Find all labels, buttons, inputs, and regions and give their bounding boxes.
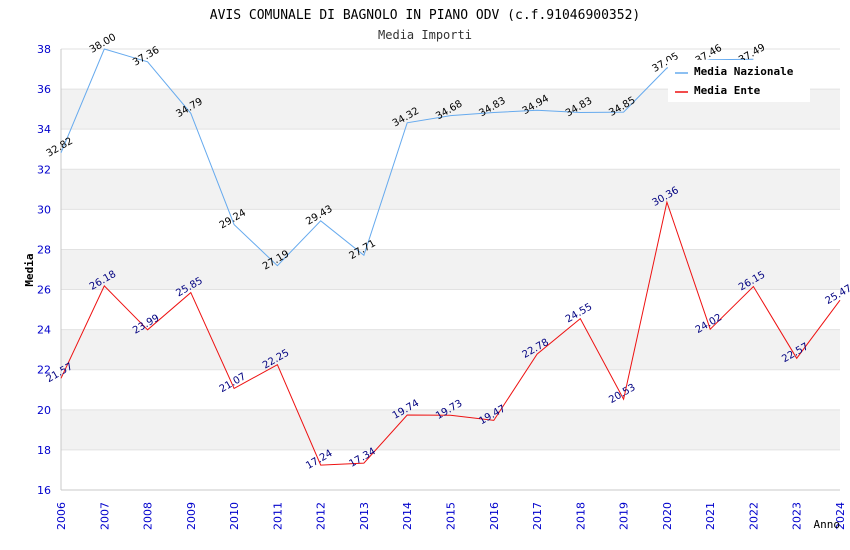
data-label: 20.53 [607,382,637,406]
y-tick-label: 20 [37,404,51,417]
x-tick-label: 2020 [661,502,674,530]
series-lines [60,48,841,466]
y-tick-label: 34 [37,123,51,136]
x-tick-label: 2017 [531,502,544,530]
data-label: 21.07 [218,371,248,395]
x-tick-label: 2018 [574,502,587,530]
series-line-nazionale [60,48,754,267]
x-tick-label: 2007 [98,502,111,530]
x-tick-label: 2022 [747,502,760,530]
grid-band [61,249,840,290]
x-tick-label: 2011 [271,502,284,530]
x-tick-label: 2012 [315,502,328,530]
x-axis-label: Anno [814,518,841,531]
grid-band [61,329,840,370]
series-line-ente [60,200,841,466]
x-tick-label: 2008 [142,502,155,530]
data-label: 17.24 [304,448,334,472]
y-tick-label: 18 [37,444,51,457]
y-tick-label: 24 [37,324,51,337]
legend: Media Nazionale Media Ente [668,60,810,102]
y-tick-label: 32 [37,163,51,176]
y-tick-label: 26 [37,284,51,297]
grid-bands [61,89,840,450]
legend-label-nazionale: Media Nazionale [694,65,794,78]
y-tick-label: 30 [37,203,51,216]
x-tick-label: 2024 [834,502,847,530]
x-tick-label: 2006 [55,502,68,530]
grid-band [61,169,840,210]
y-axis-label: Media [23,253,36,286]
y-tick-label: 22 [37,364,51,377]
x-axis-ticks: 2006 2007 2008 2009 2010 2011 2012 2013 2014 2015… [55,502,847,530]
data-label: 24.55 [564,302,594,326]
x-tick-label: 2010 [228,502,241,530]
y-tick-label: 36 [37,83,51,96]
x-tick-label: 2023 [791,502,804,530]
x-tick-label: 2015 [445,502,458,530]
data-label: 37.36 [131,45,161,69]
legend-label-ente: Media Ente [694,84,761,97]
y-tick-label: 16 [37,484,51,497]
grid-band [61,409,840,450]
y-tick-label: 38 [37,43,51,56]
y-tick-label: 28 [37,243,51,256]
data-label: 32.82 [45,136,75,160]
y-axis-ticks: 16 18 20 22 24 26 28 30 32 34 36 38 [37,43,51,497]
x-tick-label: 2009 [185,502,198,530]
x-tick-label: 2016 [488,502,501,530]
x-tick-label: 2013 [358,502,371,530]
x-tick-label: 2014 [401,502,414,530]
chart-subtitle: Media Importi [378,28,472,42]
legend-box [668,60,810,102]
data-label: 29.24 [218,208,248,232]
x-tick-label: 2021 [704,502,717,530]
x-tick-label: 2019 [618,502,631,530]
chart-title: AVIS COMUNALE DI BAGNOLO IN PIANO ODV (c… [210,8,640,23]
